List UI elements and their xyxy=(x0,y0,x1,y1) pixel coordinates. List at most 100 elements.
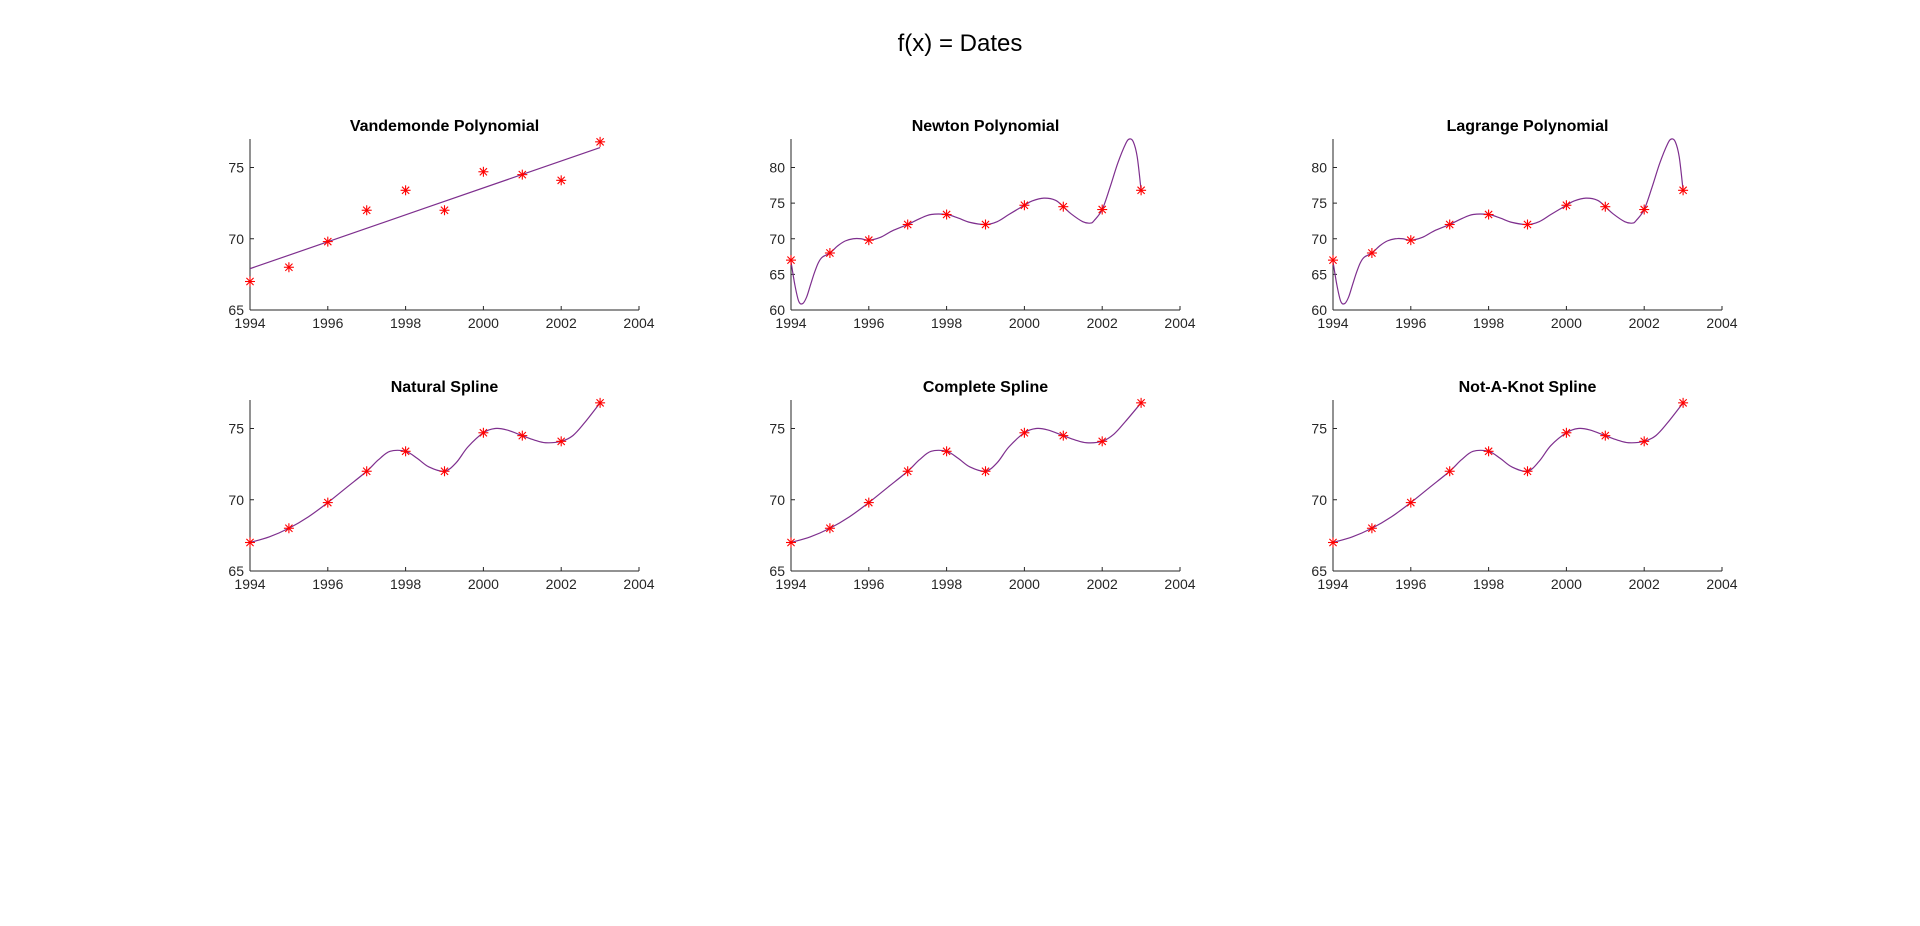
data-point-marker xyxy=(1328,537,1338,548)
data-point-marker xyxy=(1405,497,1416,508)
x-tick-label: 2004 xyxy=(1164,576,1195,592)
data-point-marker xyxy=(863,235,874,246)
x-tick-label: 2004 xyxy=(1706,315,1737,331)
data-point-marker xyxy=(1678,397,1689,408)
x-tick-label: 1996 xyxy=(853,315,884,331)
y-tick-label: 80 xyxy=(769,160,785,176)
x-tick-label: 1994 xyxy=(775,576,806,592)
data-point-marker xyxy=(439,466,450,477)
interpolant-curve xyxy=(1333,138,1684,305)
data-point-marker xyxy=(1405,235,1416,246)
data-point-marker xyxy=(517,430,528,441)
data-point-marker xyxy=(1019,427,1030,438)
x-tick-label: 1998 xyxy=(390,315,421,331)
subplot-6: Not-A-Knot Spline 1994 1996 1998 2000 2002 200… xyxy=(1311,379,1737,592)
data-point-marker xyxy=(400,446,411,457)
data-point-marker xyxy=(556,175,567,186)
y-tick-label: 65 xyxy=(769,266,785,282)
data-point-marker xyxy=(824,523,835,534)
data-point-marker xyxy=(863,497,874,508)
data-point-marker xyxy=(980,219,991,230)
x-tick-label: 2002 xyxy=(1629,576,1660,592)
data-point-marker xyxy=(1097,436,1108,447)
x-tick-label: 1994 xyxy=(1317,315,1348,331)
subplot-title: Lagrange Polynomial xyxy=(1447,118,1609,135)
y-tick-label: 70 xyxy=(228,492,244,508)
data-point-marker xyxy=(1483,446,1494,457)
x-tick-label: 1998 xyxy=(1473,315,1504,331)
data-point-marker xyxy=(1366,523,1377,534)
y-tick-label: 75 xyxy=(1311,421,1327,437)
x-tick-label: 1996 xyxy=(1395,576,1426,592)
subplot-title: Newton Polynomial xyxy=(912,118,1060,135)
x-tick-label: 1998 xyxy=(390,576,421,592)
x-tick-label: 1996 xyxy=(312,576,343,592)
data-point-marker xyxy=(1483,209,1494,220)
x-tick-label: 1996 xyxy=(853,576,884,592)
data-point-marker xyxy=(980,466,991,477)
data-point-marker xyxy=(595,136,606,147)
data-point-marker xyxy=(556,436,567,447)
x-tick-label: 2002 xyxy=(1087,315,1118,331)
subplot-title: Not-A-Knot Spline xyxy=(1459,379,1597,396)
figure-title: f(x) = Dates xyxy=(897,30,1023,57)
x-tick-label: 2002 xyxy=(546,576,577,592)
interpolant-curve xyxy=(250,402,601,544)
x-tick-label: 2004 xyxy=(1706,576,1737,592)
data-point-marker xyxy=(941,446,952,457)
data-point-marker xyxy=(1678,185,1689,196)
data-point-marker xyxy=(400,185,411,196)
y-tick-label: 65 xyxy=(228,302,244,318)
data-point-marker xyxy=(902,219,913,230)
subplot-2: Newton Polynomial 1994 1996 1998 2000 2002 200… xyxy=(769,118,1195,331)
data-point-marker xyxy=(283,523,294,534)
interpolant-curve xyxy=(791,402,1142,544)
interpolant-curve xyxy=(250,146,601,270)
data-point-marker xyxy=(1444,466,1455,477)
data-point-marker xyxy=(941,209,952,220)
data-point-marker xyxy=(1600,201,1611,212)
data-point-marker xyxy=(245,276,255,287)
y-tick-label: 75 xyxy=(1311,195,1327,211)
x-tick-label: 2000 xyxy=(468,576,499,592)
data-point-marker xyxy=(1136,397,1147,408)
data-point-marker xyxy=(786,255,796,266)
y-tick-label: 60 xyxy=(769,302,785,318)
y-tick-label: 70 xyxy=(769,231,785,247)
data-point-marker xyxy=(361,205,372,216)
data-point-marker xyxy=(1600,430,1611,441)
data-point-marker xyxy=(1522,219,1533,230)
data-point-marker xyxy=(902,466,913,477)
y-tick-label: 70 xyxy=(769,492,785,508)
subplot-4: Natural Spline 1994 1996 1998 2000 2002 2004 65… xyxy=(228,379,654,592)
data-point-marker xyxy=(1561,200,1572,211)
x-tick-label: 2002 xyxy=(546,315,577,331)
subplot-title: Complete Spline xyxy=(923,379,1048,396)
x-tick-label: 2000 xyxy=(1551,315,1582,331)
y-tick-label: 75 xyxy=(228,421,244,437)
x-tick-label: 2004 xyxy=(1164,315,1195,331)
x-tick-label: 2000 xyxy=(1009,315,1040,331)
data-point-marker xyxy=(1097,204,1108,215)
subplot-1: Vandemonde Polynomial 1994 1996 1998 2000 200… xyxy=(228,118,654,331)
data-point-marker xyxy=(283,262,294,273)
data-point-marker xyxy=(361,466,372,477)
subplot-title: Vandemonde Polynomial xyxy=(350,118,539,135)
data-point-marker xyxy=(1366,248,1377,258)
x-tick-label: 2002 xyxy=(1629,315,1660,331)
y-tick-label: 70 xyxy=(1311,492,1327,508)
data-point-marker xyxy=(786,537,796,548)
y-tick-label: 65 xyxy=(1311,266,1327,282)
x-tick-label: 1998 xyxy=(1473,576,1504,592)
subplot-title: Natural Spline xyxy=(391,379,499,396)
data-point-marker xyxy=(595,397,606,408)
data-point-marker xyxy=(1328,255,1338,266)
data-point-marker xyxy=(478,166,489,177)
data-point-marker xyxy=(439,205,450,216)
x-tick-label: 1996 xyxy=(1395,315,1426,331)
interpolant-curve xyxy=(791,138,1142,305)
data-point-marker xyxy=(1444,219,1455,230)
x-tick-label: 1994 xyxy=(1317,576,1348,592)
